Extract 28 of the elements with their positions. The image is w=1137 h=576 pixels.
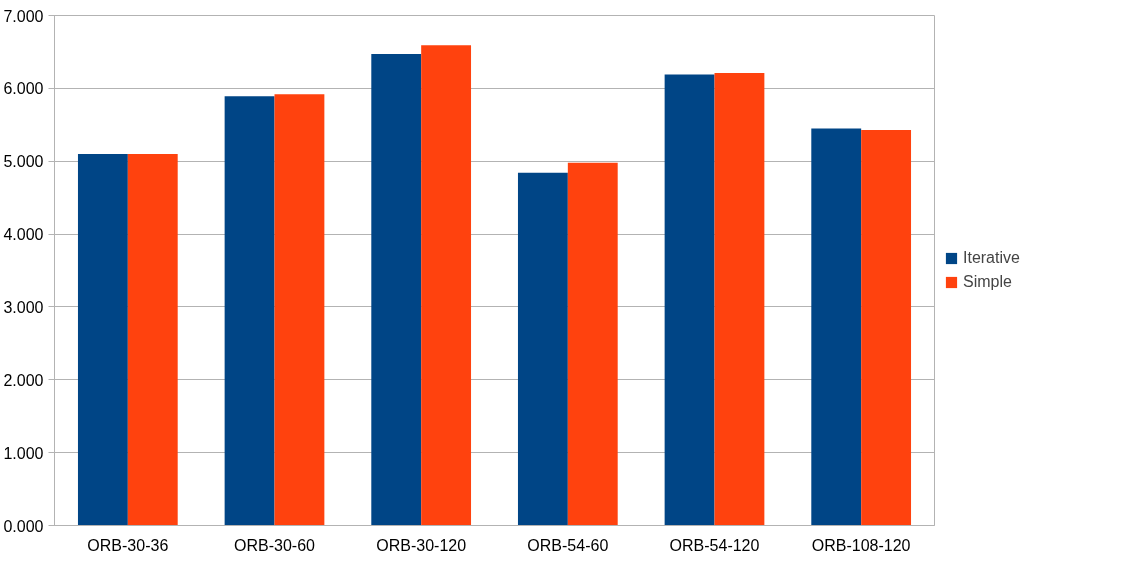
bar <box>861 129 912 526</box>
x-tick-label: ORB-54-60 <box>527 536 609 554</box>
y-tick-label: 5.000 <box>3 153 44 171</box>
bar <box>517 172 568 526</box>
bar <box>274 94 325 526</box>
x-tick-label: ORB-30-120 <box>376 536 467 554</box>
y-tick-label: 0.000 <box>3 517 44 535</box>
bar <box>77 153 128 526</box>
y-tick-label: 1.000 <box>3 444 44 462</box>
bar <box>714 73 765 526</box>
bar <box>664 74 715 526</box>
legend-label: Iterative <box>963 249 1020 267</box>
y-tick-label: 4.000 <box>3 226 44 244</box>
bar <box>224 96 275 526</box>
y-tick-label: 6.000 <box>3 80 44 98</box>
bar <box>371 54 422 526</box>
y-tick-label: 3.000 <box>3 298 44 316</box>
y-tick-label: 7.000 <box>3 7 44 25</box>
y-tick-label: 2.000 <box>3 371 44 389</box>
bar <box>421 45 472 526</box>
bar <box>127 153 178 526</box>
x-tick-label: ORB-30-60 <box>234 536 316 554</box>
legend-label: Simple <box>963 273 1012 291</box>
x-tick-label: ORB-30-36 <box>87 536 169 554</box>
bar <box>567 162 618 526</box>
x-tick-label: ORB-54-120 <box>669 536 760 554</box>
bar <box>811 128 862 526</box>
x-tick-label: ORB-108-120 <box>811 536 911 554</box>
